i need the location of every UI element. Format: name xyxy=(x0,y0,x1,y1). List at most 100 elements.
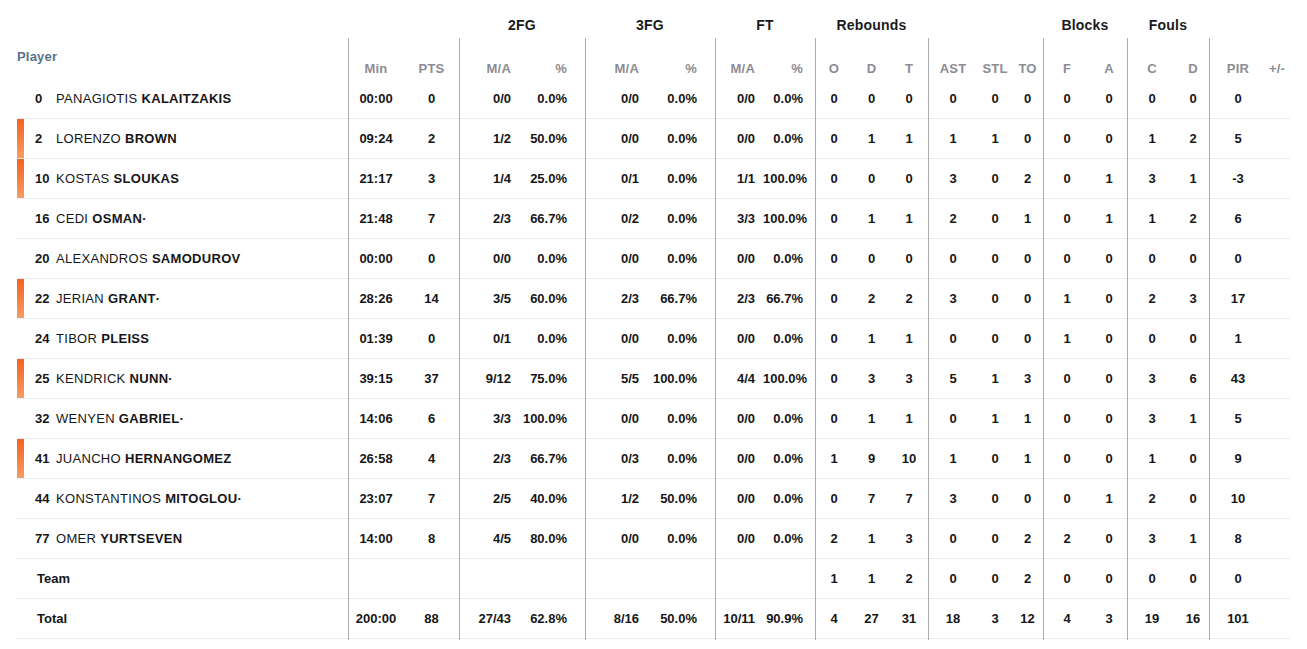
table-row: 0 PANAGIOTISKALAITZAKIS 00:00 0 0/0 0.0%… xyxy=(17,79,1290,119)
stat-ast: 3 xyxy=(928,491,978,506)
stat-ft-ma: 1/1 xyxy=(715,171,763,186)
stat-foul-d: 0 xyxy=(1177,491,1209,506)
stat-ft-ma: 3/3 xyxy=(715,211,763,226)
stat-reb-t: 1 xyxy=(890,211,928,226)
stat-ast: 18 xyxy=(928,611,978,626)
stat-pir: 0 xyxy=(1209,571,1267,586)
player-cell: 16 CEDIOSMAN· xyxy=(17,199,348,238)
stat-to: 12 xyxy=(1012,611,1043,626)
stat-2fg-ma: 0/0 xyxy=(459,91,519,106)
stat-blk-f: 1 xyxy=(1043,291,1091,306)
stat-pts: 0 xyxy=(404,251,459,266)
stat-stl: 0 xyxy=(978,171,1012,186)
column-divider xyxy=(1209,38,1210,640)
stat-min: 09:24 xyxy=(348,131,404,146)
stat-pts: 6 xyxy=(404,411,459,426)
stat-to: 3 xyxy=(1012,371,1043,386)
group-header-rebounds: Rebounds xyxy=(815,17,928,33)
stat-ast: 0 xyxy=(928,571,978,586)
player-last-name: SAMODUROV xyxy=(152,251,241,266)
stat-2fg-ma: 3/5 xyxy=(459,291,519,306)
stat-reb-d: 3 xyxy=(853,371,890,386)
player-name: ALEXANDROSSAMODUROV xyxy=(56,251,241,266)
player-marker: · xyxy=(179,411,184,426)
box-score-panel: 2FG 3FG FT Rebounds Blocks Fouls Player … xyxy=(0,0,1307,649)
stat-reb-o: 0 xyxy=(815,171,853,186)
stat-stl: 1 xyxy=(978,131,1012,146)
stat-pir: 9 xyxy=(1209,451,1267,466)
stat-pir: 17 xyxy=(1209,291,1267,306)
stat-reb-d: 2 xyxy=(853,291,890,306)
starter-bar xyxy=(17,119,24,158)
stat-min: 23:07 xyxy=(348,491,404,506)
stat-3fg-ma: 1/2 xyxy=(585,491,647,506)
stat-2fg-pct: 80.0% xyxy=(519,531,585,546)
stat-2fg-pct: 0.0% xyxy=(519,251,585,266)
stat-3fg-ma: 0/0 xyxy=(585,91,647,106)
stat-reb-d: 1 xyxy=(853,531,890,546)
starter-bar xyxy=(17,279,24,318)
starter-bar xyxy=(17,439,24,478)
column-header-reb-t: T xyxy=(890,42,928,79)
stat-reb-d: 1 xyxy=(853,331,890,346)
stat-stl: 0 xyxy=(978,531,1012,546)
player-cell: Total xyxy=(17,599,348,638)
stat-ft-pct: 0.0% xyxy=(763,451,815,466)
stat-foul-c: 19 xyxy=(1127,611,1177,626)
table-row: 10 KOSTASSLOUKAS 21:17 3 1/4 25.0% 0/1 0… xyxy=(17,159,1290,199)
stat-to: 0 xyxy=(1012,331,1043,346)
stat-ft-ma: 0/0 xyxy=(715,411,763,426)
player-first-name: KENDRICK xyxy=(56,371,126,386)
table-row: 41 JUANCHOHERNANGOMEZ 26:58 4 2/3 66.7% … xyxy=(17,439,1290,479)
stat-pir: 6 xyxy=(1209,211,1267,226)
stat-2fg-ma: 27/43 xyxy=(459,611,519,626)
player-cell: 25 KENDRICKNUNN· xyxy=(17,359,348,398)
player-first-name: JERIAN xyxy=(56,291,104,306)
table-row: 20 ALEXANDROSSAMODUROV 00:00 0 0/0 0.0% … xyxy=(17,239,1290,279)
stat-blk-f: 0 xyxy=(1043,371,1091,386)
player-number: 20 xyxy=(35,251,56,266)
stat-ft-ma: 0/0 xyxy=(715,331,763,346)
stat-2fg-pct: 0.0% xyxy=(519,91,585,106)
stat-ast: 1 xyxy=(928,451,978,466)
group-header-row: 2FG 3FG FT Rebounds Blocks Fouls xyxy=(17,8,1290,42)
stat-reb-d: 0 xyxy=(853,171,890,186)
stat-3fg-ma: 0/0 xyxy=(585,251,647,266)
stat-pir: 1 xyxy=(1209,331,1267,346)
stat-3fg-ma: 0/1 xyxy=(585,171,647,186)
stat-blk-f: 2 xyxy=(1043,531,1091,546)
stat-ft-pct: 0.0% xyxy=(763,411,815,426)
stat-foul-c: 0 xyxy=(1127,91,1177,106)
stat-2fg-ma: 2/5 xyxy=(459,491,519,506)
stat-reb-o: 0 xyxy=(815,491,853,506)
player-name: JERIANGRANT· xyxy=(56,291,160,306)
stat-min: 21:48 xyxy=(348,211,404,226)
group-header-blocks: Blocks xyxy=(1043,17,1127,33)
stat-stl: 0 xyxy=(978,571,1012,586)
player-name: JUANCHOHERNANGOMEZ xyxy=(56,451,232,466)
column-header-ast: AST xyxy=(928,42,978,79)
player-number: 41 xyxy=(35,451,56,466)
stat-2fg-ma: 1/2 xyxy=(459,131,519,146)
column-header-pir: PIR xyxy=(1209,42,1267,79)
stat-min: 14:00 xyxy=(348,531,404,546)
stat-ft-pct: 0.0% xyxy=(763,131,815,146)
stat-foul-c: 0 xyxy=(1127,571,1177,586)
stat-ast: 0 xyxy=(928,91,978,106)
stat-reb-o: 0 xyxy=(815,411,853,426)
stat-foul-d: 0 xyxy=(1177,571,1209,586)
stat-foul-c: 3 xyxy=(1127,411,1177,426)
stat-pir: 101 xyxy=(1209,611,1267,626)
stat-foul-c: 3 xyxy=(1127,371,1177,386)
player-first-name: OMER xyxy=(56,531,96,546)
column-header-pts: PTS xyxy=(404,42,459,79)
player-first-name: LORENZO xyxy=(56,131,121,146)
player-cell: 44 KONSTANTINOSMITOGLOU· xyxy=(17,479,348,518)
player-name: OMERYURTSEVEN xyxy=(56,531,182,546)
stat-min: 21:17 xyxy=(348,171,404,186)
stat-ft-pct: 0.0% xyxy=(763,531,815,546)
stat-to: 2 xyxy=(1012,171,1043,186)
player-number: 77 xyxy=(35,531,56,546)
column-header-3fg-pct: % xyxy=(647,42,715,79)
stat-foul-c: 2 xyxy=(1127,491,1177,506)
